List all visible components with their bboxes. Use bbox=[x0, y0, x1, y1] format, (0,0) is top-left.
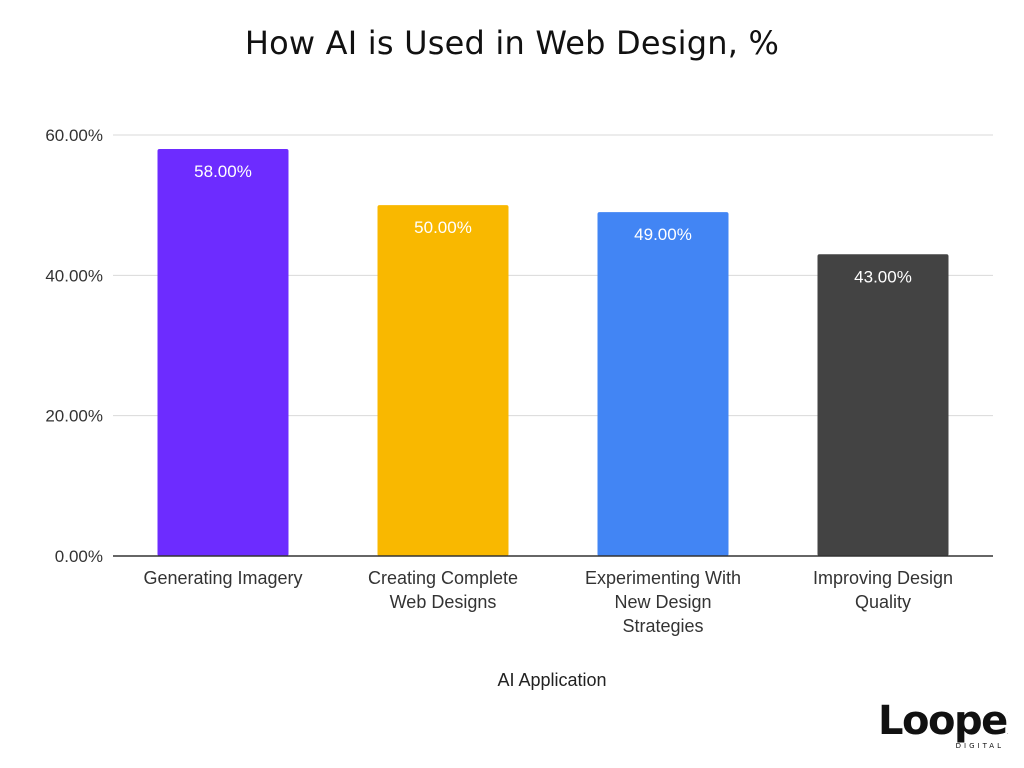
x-tick-label: Generating Imagery bbox=[143, 568, 302, 588]
x-tick-label: Web Designs bbox=[390, 592, 497, 612]
x-tick-label: Quality bbox=[855, 592, 911, 612]
loopex-digital-logo: Loopex DIGITAL bbox=[878, 698, 1008, 750]
data-label: 43.00% bbox=[854, 267, 912, 286]
y-tick-label: 40.00% bbox=[45, 266, 103, 285]
logo-wordmark: Loopex bbox=[878, 698, 1008, 744]
chart-title: How AI is Used in Web Design, % bbox=[244, 24, 780, 62]
y-tick-label: 60.00% bbox=[45, 126, 103, 145]
x-tick-label: Improving Design bbox=[813, 568, 953, 588]
bar bbox=[157, 149, 289, 557]
x-tick-label: Creating Complete bbox=[368, 568, 518, 588]
y-tick-label: 0.00% bbox=[55, 547, 103, 566]
bar bbox=[597, 212, 729, 556]
data-label: 58.00% bbox=[194, 162, 252, 181]
bar bbox=[817, 254, 949, 557]
x-axis-title: AI Application bbox=[497, 670, 606, 690]
x-tick-label: Experimenting With bbox=[585, 568, 741, 588]
x-tick-label: New Design bbox=[614, 592, 711, 612]
bars bbox=[157, 149, 949, 557]
data-label: 50.00% bbox=[414, 218, 472, 237]
x-tick-label: Strategies bbox=[622, 616, 703, 636]
data-label: 49.00% bbox=[634, 225, 692, 244]
bar bbox=[377, 205, 509, 556]
logo-tagline: DIGITAL bbox=[956, 742, 1004, 750]
y-tick-label: 20.00% bbox=[45, 407, 103, 426]
labels: 0.00% 20.00% 40.00% 60.00% 58.00% Generating … bbox=[45, 126, 953, 636]
